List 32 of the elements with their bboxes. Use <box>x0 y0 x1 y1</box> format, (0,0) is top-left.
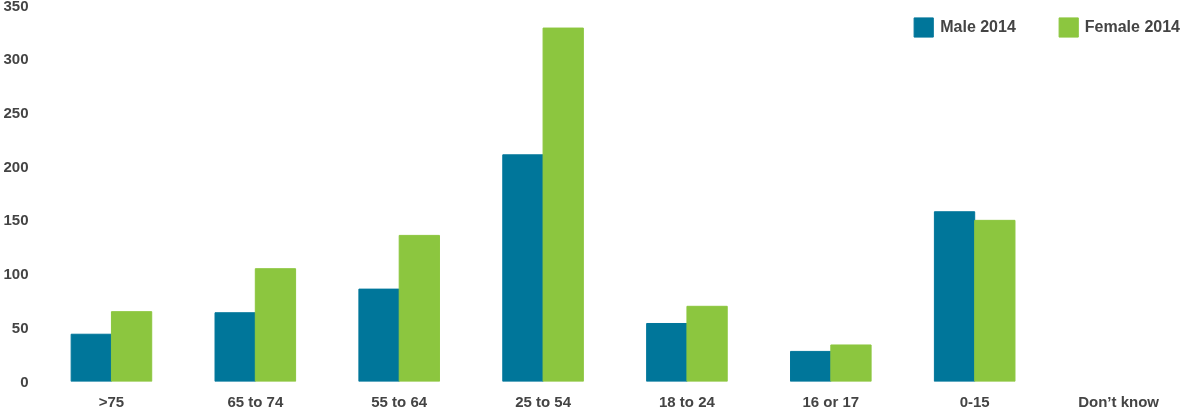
legend-label: Female 2014 <box>1084 18 1180 36</box>
bar <box>214 312 256 382</box>
x-tick-label: >75 <box>98 392 125 410</box>
y-tick-label: 0 <box>20 372 29 390</box>
y-tick-label: 250 <box>3 103 29 121</box>
bar <box>502 154 544 382</box>
bar <box>933 211 976 382</box>
x-tick-label: 18 to 24 <box>659 392 716 410</box>
x-tick-label: 0-15 <box>959 392 990 410</box>
bar <box>974 219 1016 382</box>
bar <box>686 305 728 382</box>
x-tick-label: 55 to 64 <box>371 392 428 410</box>
x-tick-label: 25 to 54 <box>515 392 572 410</box>
bar <box>830 344 872 382</box>
bar <box>542 27 584 382</box>
y-tick-label: 300 <box>3 50 29 68</box>
bar <box>646 322 688 382</box>
y-tick-label: 50 <box>11 318 29 336</box>
x-tick-label: 65 to 74 <box>227 392 284 410</box>
x-tick-label: 16 or 17 <box>802 392 860 410</box>
bar <box>70 333 112 382</box>
bar <box>358 288 400 382</box>
y-tick-label: 100 <box>3 265 29 283</box>
bar <box>254 268 297 382</box>
y-tick-label: 200 <box>3 157 29 175</box>
bar <box>790 350 832 382</box>
legend-label: Male 2014 <box>940 18 1016 36</box>
bar <box>110 311 153 382</box>
bar <box>398 234 440 382</box>
x-tick-label: Don’t know <box>1078 392 1160 410</box>
y-tick-label: 150 <box>3 211 29 229</box>
y-tick-label: 350 <box>3 0 29 14</box>
